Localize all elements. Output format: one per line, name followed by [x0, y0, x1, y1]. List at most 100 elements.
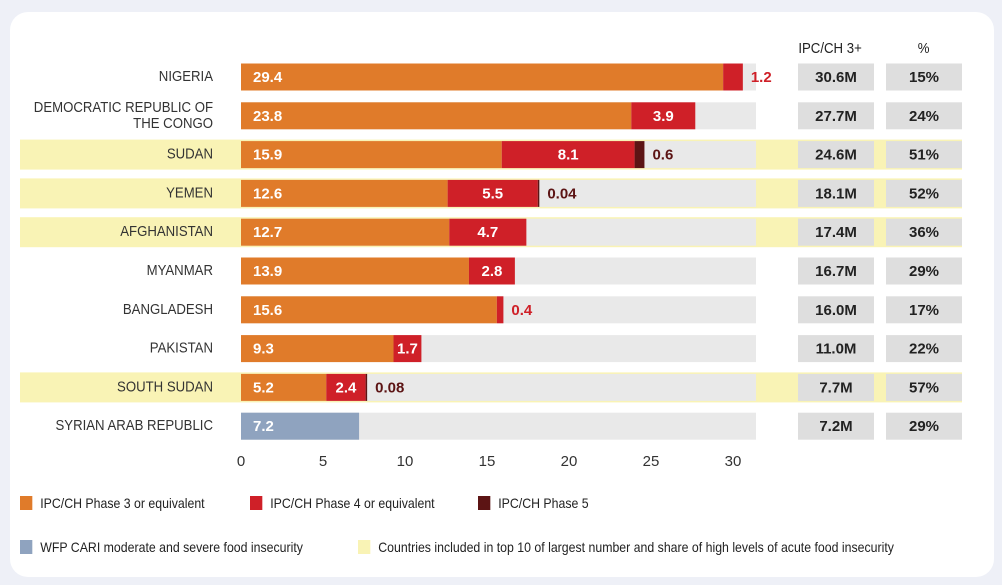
legend-item-highlight: Countries included in top 10 of largest …: [358, 539, 894, 555]
ipc-ch3-value: 30.6M: [815, 69, 857, 86]
bar-label-phase3: 23.8: [253, 108, 282, 125]
legend-label-cari: WFP CARI moderate and severe food insecu…: [40, 539, 303, 555]
category-label: SUDAN: [167, 145, 213, 162]
bar-cari: [241, 412, 360, 440]
legend-swatch-phase5: [478, 496, 491, 510]
bar-phase3: [241, 63, 724, 91]
share-value: 24%: [909, 108, 939, 125]
category-label: YEMEN: [166, 184, 213, 201]
bar-label-phase3: 9.3: [253, 341, 274, 358]
x-tick-label: 15: [479, 453, 496, 470]
category-label: SYRIAN ARAB REPUBLIC: [55, 416, 213, 433]
share-value: 29%: [909, 418, 939, 435]
share-value-box: [886, 373, 962, 401]
share-column-header: %: [917, 40, 930, 57]
bar-label-phase4: 5.5: [482, 185, 503, 202]
bar-phase5: [537, 179, 540, 207]
bar-label-phase4: 2.4: [336, 379, 358, 396]
bar-phase4: [723, 63, 743, 91]
ipc-ch3-value-box: [798, 179, 874, 207]
ipc-ch3-value: 18.1M: [815, 185, 857, 202]
ipc-ch3-value: 16.7M: [815, 263, 857, 280]
bar-phase5: [365, 373, 368, 401]
bar-phase3: [241, 179, 448, 207]
bar-phase3: [241, 296, 497, 324]
ipc-ch3-value-box: [798, 296, 874, 324]
bar-phase4: [496, 296, 504, 324]
bar-phase3: [241, 218, 450, 246]
bar-phase4: [393, 335, 422, 363]
bar-label-phase5: 0.08: [375, 379, 404, 396]
legend-label-phase5: IPC/CH Phase 5: [498, 495, 589, 511]
bar-phase4: [449, 218, 527, 246]
ipc-ch3-column-header: IPC/CH 3+: [798, 40, 862, 57]
bar-label-phase4: 8.1: [558, 147, 579, 164]
ipc-ch3-value: 16.0M: [815, 302, 857, 319]
bar-label-phase3: 15.6: [253, 302, 282, 319]
bar-label-phase3: 12.6: [253, 185, 282, 202]
bar-label-phase3: 5.2: [253, 379, 274, 396]
legend-swatch-phase4: [250, 496, 263, 510]
share-value: 22%: [909, 341, 939, 358]
category-label: BANGLADESH: [123, 300, 213, 317]
ipc-ch3-value-box: [798, 257, 874, 285]
share-value: 52%: [909, 185, 939, 202]
bar-label-phase4: 0.4: [511, 302, 533, 319]
x-tick-label: 30: [725, 453, 742, 470]
legend-swatch-highlight: [358, 540, 371, 554]
share-value: 51%: [909, 147, 939, 164]
chart-card: NIGERIA 29.4 1.2 30.6M 15% DEMOCRATIC REPUBLI…: [10, 12, 994, 577]
ipc-ch3-value-box: [798, 63, 874, 91]
category-label: PAKISTAN: [150, 339, 213, 356]
bar-label-phase5: 0.04: [547, 185, 577, 202]
ipc-ch3-value: 24.6M: [815, 147, 857, 164]
bar-label-phase3: 29.4: [253, 69, 283, 86]
ipc-ch3-value: 17.4M: [815, 224, 857, 241]
bar-label-phase4: 2.8: [481, 263, 502, 280]
x-tick-label: 5: [319, 453, 327, 470]
bar-phase3: [241, 141, 502, 169]
x-tick-label: 25: [643, 453, 660, 470]
ipc-ch3-value-box: [798, 102, 874, 130]
x-tick-label: 0: [237, 453, 245, 470]
legend-item-phase5: IPC/CH Phase 5: [478, 495, 589, 511]
share-value-box: [886, 141, 962, 169]
x-tick-label: 20: [561, 453, 578, 470]
share-value-box: [886, 412, 962, 440]
legend-item-cari: WFP CARI moderate and severe food insecu…: [20, 539, 303, 555]
food-insecurity-bar-chart: NIGERIA 29.4 1.2 30.6M 15% DEMOCRATIC REPUBLI…: [20, 63, 962, 470]
bar-phase4: [326, 373, 366, 401]
share-value-box: [886, 257, 962, 285]
bar-phase3: [241, 335, 394, 363]
share-value: 15%: [909, 69, 939, 86]
bar-phase4: [468, 257, 515, 285]
bar-label-phase4: 1.2: [751, 69, 772, 86]
ipc-ch3-value-box: [798, 412, 874, 440]
ipc-ch3-value: 7.2M: [819, 418, 852, 435]
bar-phase4: [501, 141, 635, 169]
bar-label-phase3: 12.7: [253, 224, 282, 241]
share-value-box: [886, 63, 962, 91]
bar-phase3: [241, 373, 327, 401]
share-value-box: [886, 335, 962, 363]
share-value: 36%: [909, 224, 939, 241]
bar-phase5: [634, 141, 645, 169]
legend-label-phase4: IPC/CH Phase 4 or equivalent: [270, 495, 435, 511]
legend-label-phase3: IPC/CH Phase 3 or equivalent: [40, 495, 205, 511]
bar-phase3: [241, 102, 632, 130]
bar-phase4: [447, 179, 538, 207]
share-value-box: [886, 102, 962, 130]
x-tick-label: 10: [397, 453, 414, 470]
category-label: AFGHANISTAN: [120, 222, 213, 239]
share-value: 17%: [909, 302, 939, 319]
share-value-box: [886, 218, 962, 246]
ipc-ch3-value: 11.0M: [816, 341, 857, 358]
legend-swatch-phase3: [20, 496, 33, 510]
category-label: DEMOCRATIC REPUBLIC OF THE CONGO: [34, 98, 214, 131]
share-value-box: [886, 296, 962, 324]
bar-phase3: [241, 257, 469, 285]
ipc-ch3-value: 7.7M: [819, 379, 852, 396]
ipc-ch3-value-box: [798, 373, 874, 401]
share-value: 29%: [909, 263, 939, 280]
ipc-ch3-value-box: [798, 141, 874, 169]
